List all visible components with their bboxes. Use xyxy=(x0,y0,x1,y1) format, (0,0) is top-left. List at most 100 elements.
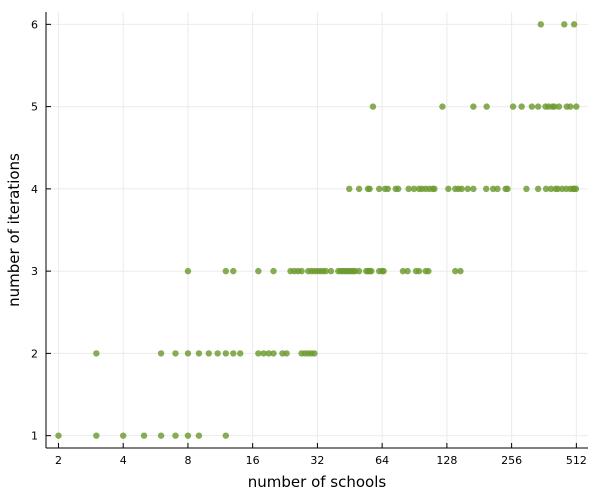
x-tick-label: 16 xyxy=(246,454,260,467)
data-point xyxy=(534,103,542,110)
grid-lines xyxy=(46,12,588,448)
x-axis-label: number of schools xyxy=(248,473,387,491)
data-point xyxy=(260,350,267,357)
data-point xyxy=(205,350,212,357)
data-point xyxy=(214,350,221,357)
data-point xyxy=(439,103,446,110)
y-tick-label: 3 xyxy=(31,265,38,278)
data-point xyxy=(222,432,230,439)
data-point xyxy=(172,350,179,357)
data-point xyxy=(93,432,100,439)
y-tick-label: 1 xyxy=(31,430,38,443)
data-point xyxy=(355,267,363,275)
data-point xyxy=(184,350,192,357)
data-point xyxy=(415,267,423,275)
x-tick-label: 2 xyxy=(55,454,62,467)
data-point xyxy=(222,267,230,275)
data-point xyxy=(457,267,464,275)
data-point xyxy=(270,267,277,275)
data-point xyxy=(431,185,438,193)
data-point xyxy=(222,350,230,357)
data-point xyxy=(255,267,262,275)
x-tick-label: 4 xyxy=(120,454,127,467)
data-points xyxy=(55,21,580,439)
data-point xyxy=(366,185,373,193)
data-point xyxy=(237,350,244,357)
data-point xyxy=(93,350,100,357)
y-tick-label: 5 xyxy=(31,101,38,114)
data-point xyxy=(504,185,511,193)
data-point xyxy=(528,103,536,110)
data-point xyxy=(547,185,555,193)
data-point xyxy=(255,350,262,357)
data-point xyxy=(375,185,383,193)
data-point xyxy=(195,432,203,439)
x-tick-label: 8 xyxy=(184,454,191,467)
data-point xyxy=(394,185,402,193)
data-point xyxy=(570,21,578,28)
y-axis-label: number of iterations xyxy=(5,153,23,307)
data-point xyxy=(399,267,407,275)
data-point xyxy=(445,185,452,193)
data-point xyxy=(534,185,542,193)
data-point xyxy=(452,267,459,275)
data-point xyxy=(265,350,272,357)
data-point xyxy=(509,103,517,110)
data-point xyxy=(369,103,377,110)
x-axis-ticks: 2 4 8 16 32 64 128 256 512 xyxy=(55,443,587,467)
data-point xyxy=(230,350,237,357)
data-point xyxy=(464,185,471,193)
data-point xyxy=(537,21,545,28)
x-tick-label: 64 xyxy=(375,454,389,467)
data-point xyxy=(410,185,418,193)
data-point xyxy=(542,185,550,193)
data-point xyxy=(384,185,392,193)
data-point xyxy=(140,432,148,439)
y-tick-label: 4 xyxy=(31,183,38,196)
x-tick-label: 128 xyxy=(436,454,457,467)
data-point xyxy=(184,267,192,275)
data-point xyxy=(470,185,477,193)
data-point xyxy=(368,267,375,275)
y-axis-ticks: 1 2 3 4 5 6 xyxy=(31,18,51,443)
data-point xyxy=(482,185,490,193)
data-point xyxy=(283,350,290,357)
data-point xyxy=(298,267,305,275)
data-point xyxy=(523,185,530,193)
data-point xyxy=(572,185,580,193)
data-point xyxy=(355,185,363,193)
data-point xyxy=(561,21,568,28)
data-point xyxy=(311,350,318,357)
data-point xyxy=(518,103,525,110)
data-point xyxy=(404,267,411,275)
data-point xyxy=(120,432,127,439)
data-point xyxy=(195,350,203,357)
data-point xyxy=(55,432,62,439)
data-point xyxy=(184,432,192,439)
data-point xyxy=(470,103,477,110)
x-tick-label: 32 xyxy=(310,454,324,467)
data-point xyxy=(551,103,558,110)
data-point xyxy=(327,267,335,275)
y-tick-label: 6 xyxy=(31,18,38,31)
data-point xyxy=(346,185,353,193)
data-point xyxy=(270,350,277,357)
data-point xyxy=(567,103,574,110)
data-point xyxy=(494,185,501,193)
data-point xyxy=(172,432,179,439)
data-point xyxy=(573,103,580,110)
x-tick-label: 256 xyxy=(501,454,522,467)
data-point xyxy=(322,267,329,275)
data-point xyxy=(483,103,490,110)
data-point xyxy=(230,267,237,275)
data-point xyxy=(380,267,387,275)
data-point xyxy=(425,267,432,275)
y-tick-label: 2 xyxy=(31,347,38,360)
x-tick-label: 512 xyxy=(566,454,587,467)
data-point xyxy=(555,103,563,110)
data-point xyxy=(157,432,165,439)
data-point xyxy=(405,185,412,193)
data-point xyxy=(458,185,465,193)
data-point xyxy=(157,350,165,357)
